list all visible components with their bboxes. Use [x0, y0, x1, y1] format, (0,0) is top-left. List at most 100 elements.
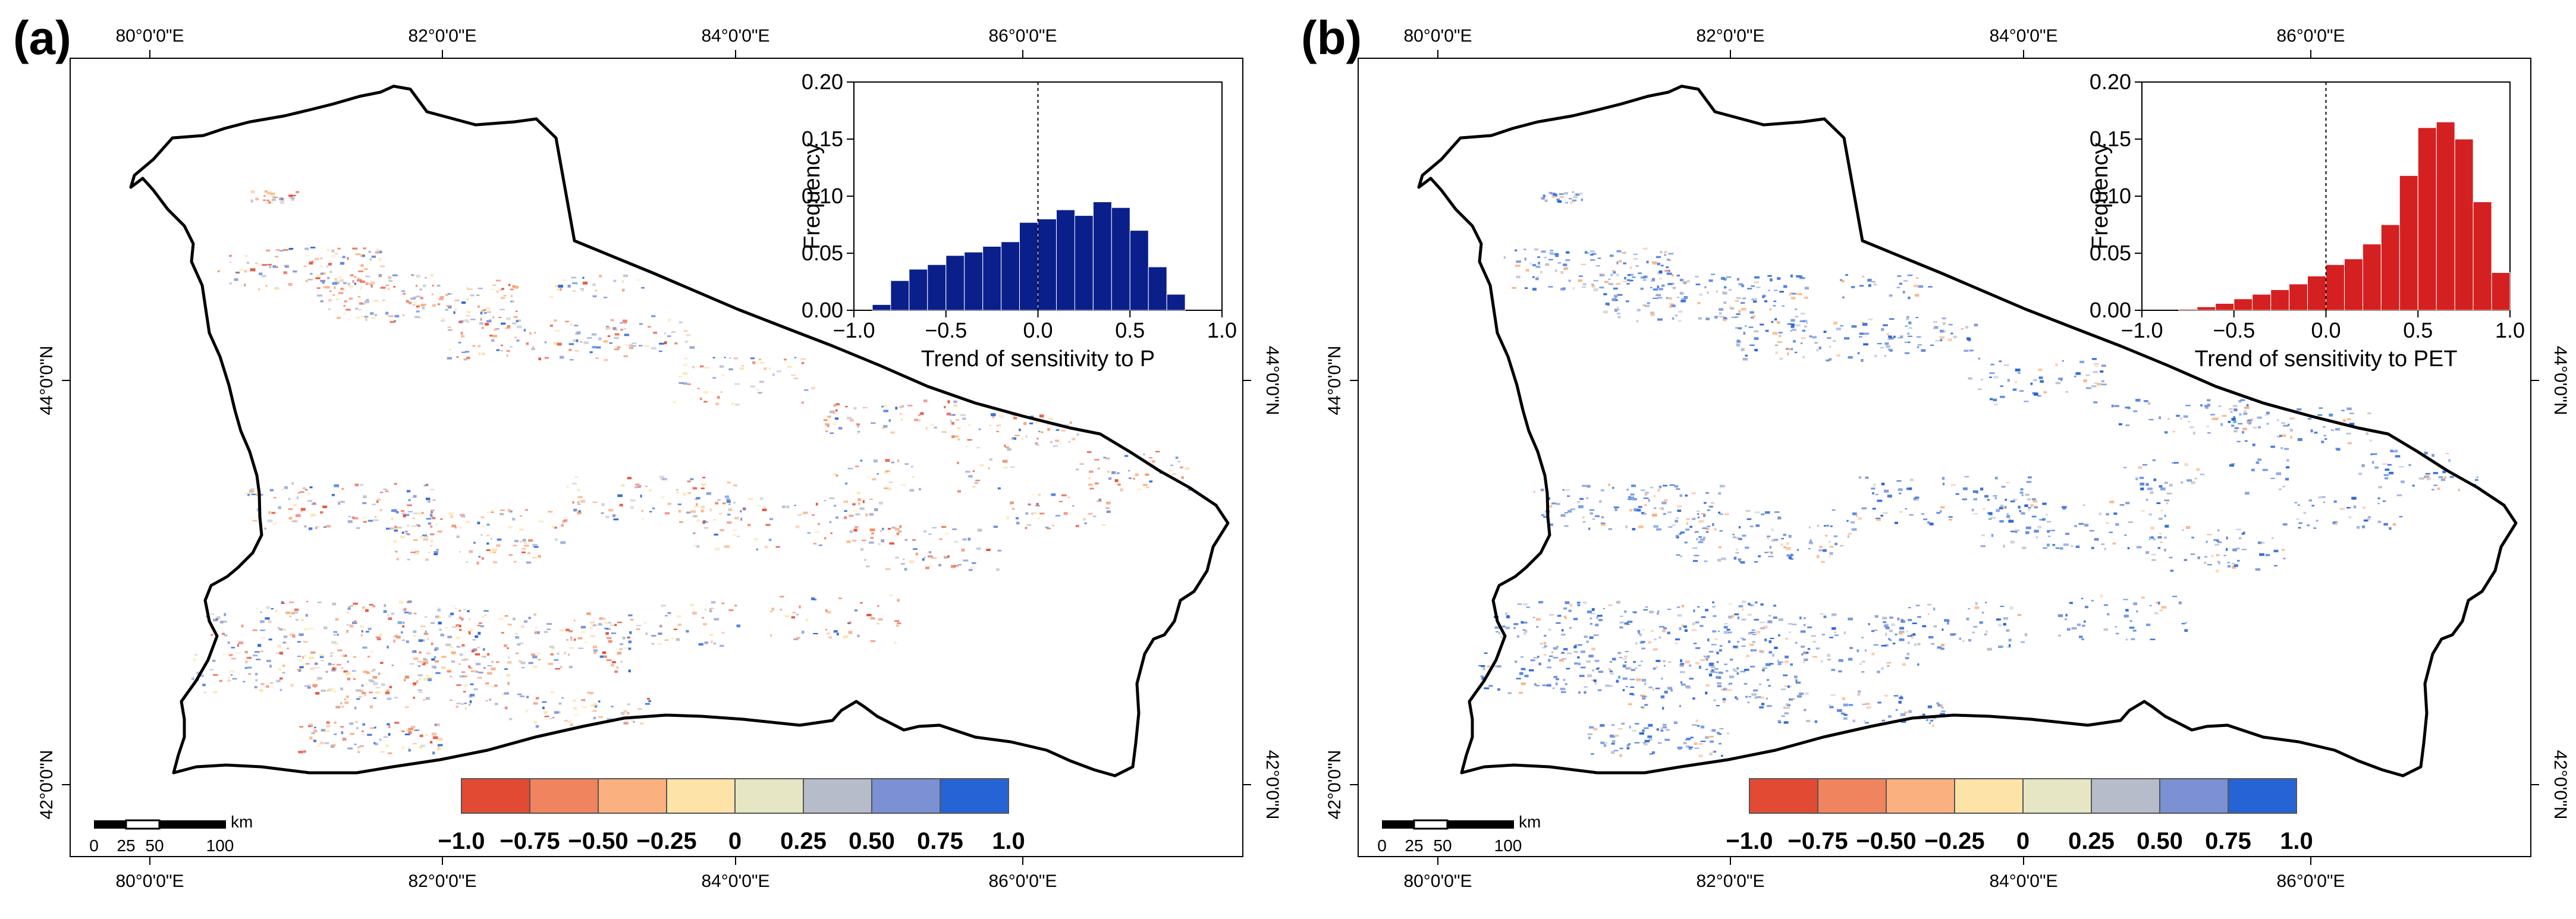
sensitivity-pixel: [2323, 426, 2326, 428]
sensitivity-pixel: [1783, 546, 1786, 549]
sensitivity-pixel: [1644, 305, 1650, 307]
sensitivity-pixel: [1676, 554, 1680, 556]
sensitivity-pixel: [860, 547, 864, 551]
sensitivity-pixel: [1547, 684, 1551, 687]
sensitivity-pixel: [2395, 449, 2398, 453]
sensitivity-pixel: [1679, 627, 1682, 631]
sensitivity-pixel: [1776, 321, 1780, 324]
sensitivity-pixel: [376, 638, 381, 641]
sensitivity-pixel: [1006, 516, 1009, 520]
sensitivity-pixel: [295, 618, 299, 621]
sensitivity-pixel: [2197, 556, 2200, 559]
sensitivity-pixel: [466, 311, 471, 313]
sensitivity-pixel: [572, 501, 574, 504]
sensitivity-pixel: [581, 699, 586, 701]
sensitivity-pixel: [1730, 615, 1734, 618]
legend-label: 0.50: [849, 828, 895, 854]
sensitivity-pixel: [1933, 327, 1939, 329]
sensitivity-pixel: [2107, 613, 2110, 616]
sensitivity-pixel: [1663, 665, 1666, 667]
sensitivity-pixel: [283, 628, 287, 631]
sensitivity-pixel: [230, 674, 233, 676]
sensitivity-pixel: [1584, 686, 1588, 688]
sensitivity-pixel: [1041, 431, 1044, 433]
sensitivity-pixel: [1999, 507, 2003, 509]
sensitivity-pixel: [464, 319, 469, 322]
sensitivity-pixel: [2154, 612, 2159, 615]
sensitivity-pixel: [922, 558, 925, 561]
sensitivity-pixel: [2081, 638, 2084, 640]
sensitivity-pixel: [394, 483, 397, 485]
sensitivity-pixel: [1585, 252, 1590, 254]
sensitivity-pixel: [255, 679, 258, 682]
sensitivity-pixel: [2330, 429, 2335, 431]
sensitivity-pixel: [885, 568, 891, 570]
sensitivity-pixel: [589, 692, 594, 695]
sensitivity-pixel: [269, 202, 274, 204]
sensitivity-pixel: [320, 265, 323, 267]
sensitivity-pixel: [1627, 621, 1633, 623]
sensitivity-pixel: [870, 640, 876, 643]
sensitivity-pixel: [284, 635, 288, 638]
sensitivity-pixel: [1856, 649, 1859, 653]
histogram-bar: [2454, 139, 2474, 311]
sensitivity-pixel: [709, 610, 712, 612]
sensitivity-pixel: [523, 620, 528, 623]
sensitivity-pixel: [2335, 428, 2341, 431]
sensitivity-pixel: [631, 345, 636, 347]
sensitivity-pixel: [595, 357, 599, 359]
sensitivity-pixel: [896, 532, 899, 536]
sensitivity-pixel: [1549, 523, 1553, 526]
sensitivity-pixel: [522, 551, 526, 553]
sensitivity-pixel: [1578, 279, 1582, 282]
sensitivity-pixel: [623, 355, 629, 357]
sensitivity-pixel: [279, 197, 283, 200]
sensitivity-pixel: [800, 358, 806, 360]
sensitivity-pixel: [947, 400, 950, 404]
sensitivity-pixel: [1579, 498, 1584, 500]
sensitivity-pixel: [1581, 650, 1585, 653]
sensitivity-pixel: [1654, 507, 1657, 509]
sensitivity-pixel: [394, 722, 400, 724]
sensitivity-pixel: [1998, 646, 2003, 649]
sensitivity-pixel: [727, 514, 731, 516]
sensitivity-pixel: [2377, 520, 2382, 523]
sensitivity-pixel: [362, 723, 366, 726]
sensitivity-pixel: [1874, 354, 1877, 357]
sensitivity-pixel: [549, 325, 553, 327]
sensitivity-pixel: [1775, 351, 1778, 354]
sensitivity-pixel: [768, 367, 771, 369]
sensitivity-pixel: [1693, 560, 1698, 562]
sensitivity-pixel: [677, 503, 681, 505]
legend-label: 1.0: [2280, 828, 2313, 854]
sensitivity-pixel: [1657, 489, 1660, 492]
sensitivity-pixel: [1617, 316, 1621, 319]
sensitivity-pixel: [833, 404, 837, 407]
sensitivity-pixel: [1852, 512, 1857, 515]
sensitivity-pixel: [2111, 404, 2114, 408]
sensitivity-pixel: [1993, 398, 1997, 401]
sensitivity-pixel: [2006, 515, 2010, 518]
sensitivity-pixel: [403, 622, 405, 624]
sensitivity-pixel: [1800, 342, 1803, 344]
sensitivity-pixel: [667, 502, 671, 505]
sensitivity-pixel: [651, 643, 655, 645]
sensitivity-pixel: [2003, 623, 2006, 626]
sensitivity-pixel: [1714, 638, 1718, 640]
sensitivity-pixel: [360, 280, 365, 284]
sensitivity-pixel: [712, 357, 715, 358]
sensitivity-pixel: [1518, 691, 1523, 694]
sensitivity-pixel: [1662, 707, 1664, 710]
sensitivity-pixel: [2161, 606, 2167, 609]
sensitivity-pixel: [228, 676, 230, 680]
sensitivity-pixel: [1586, 660, 1591, 663]
sensitivity-pixel: [357, 749, 360, 752]
sensitivity-pixel: [509, 510, 513, 513]
histogram-bar: [1056, 209, 1075, 311]
sensitivity-pixel: [1698, 743, 1703, 745]
sensitivity-pixel: [1730, 658, 1733, 661]
sensitivity-pixel: [1786, 348, 1789, 350]
sensitivity-pixel: [1756, 287, 1761, 288]
sensitivity-pixel: [244, 651, 248, 654]
sensitivity-pixel: [2272, 537, 2274, 539]
